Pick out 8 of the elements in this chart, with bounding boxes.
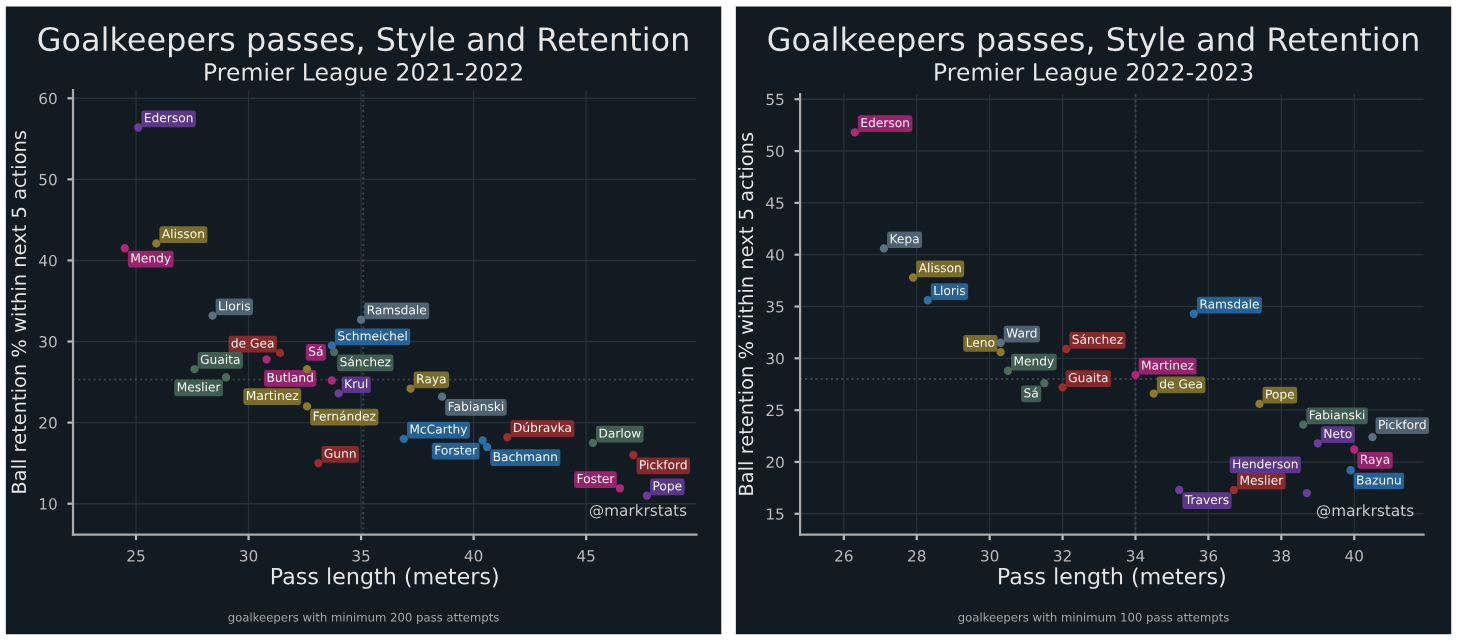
chart-subtitle: Premier League 2021-2022 [205, 62, 522, 86]
chart-title: Goalkeepers passes, Style and Retention [768, 26, 1418, 58]
x-axis-title: Pass length (meters) [271, 567, 498, 589]
chart-title: Goalkeepers passes, Style and Retention [38, 26, 688, 58]
x-axis-title: Pass length (meters) [999, 567, 1225, 589]
y-axis-title: Ball retention % within next 5 actions [11, 130, 27, 493]
y-axis-title: Ball retention % within next 5 actions [738, 132, 754, 495]
chart-subtitle: Premier League 2022-2023 [935, 62, 1253, 86]
